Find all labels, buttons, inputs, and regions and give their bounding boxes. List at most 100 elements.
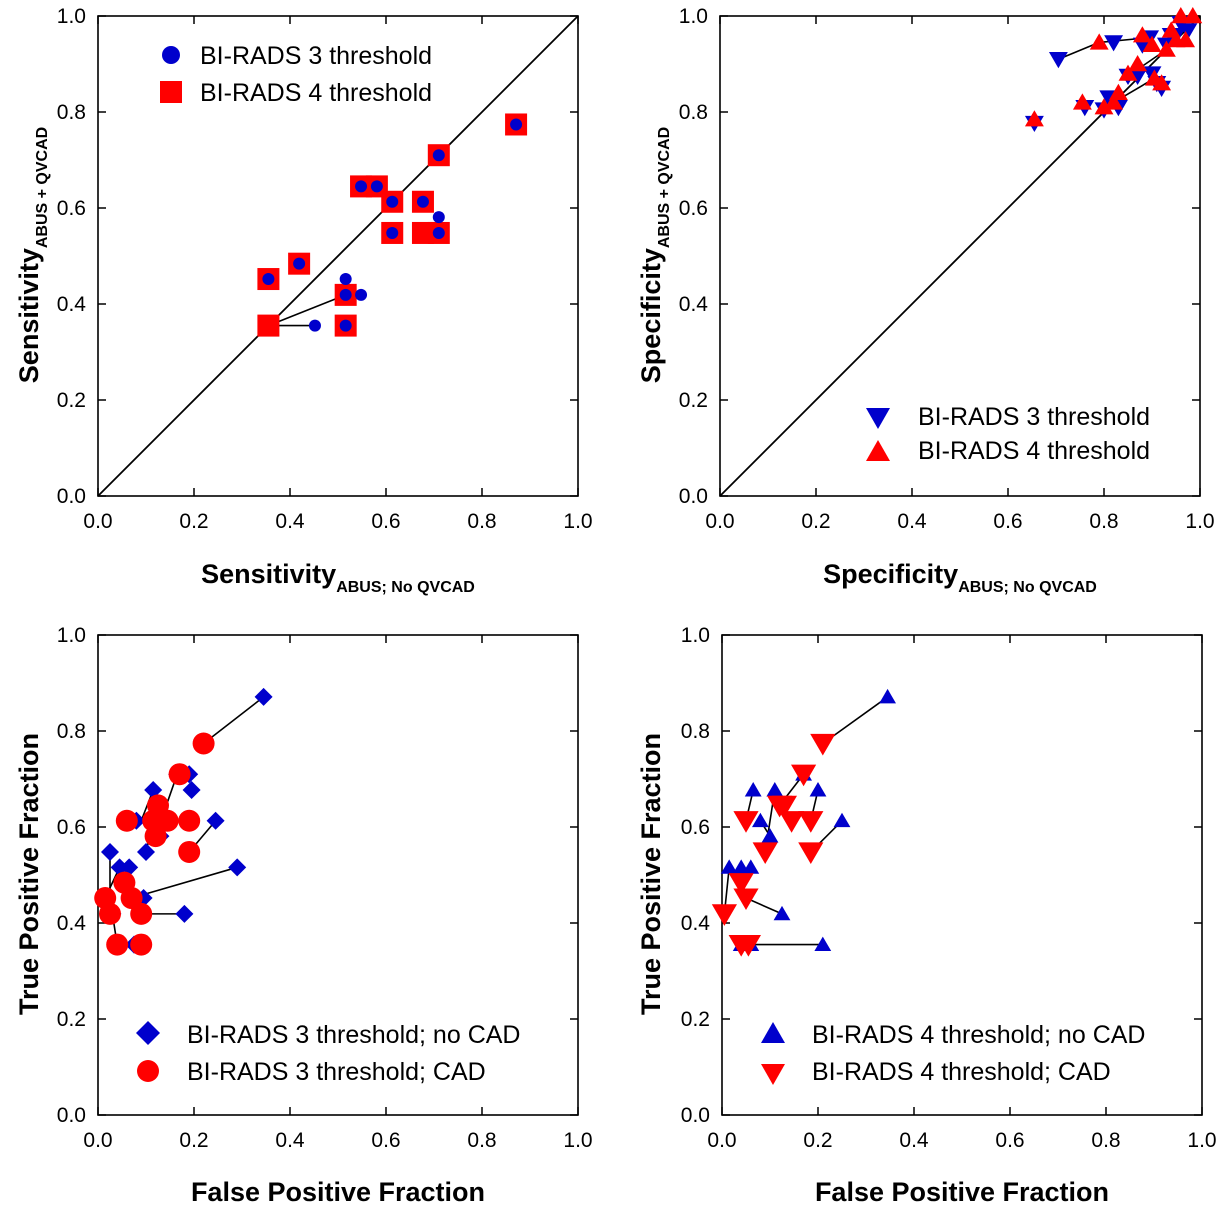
data-point-triangle-down: [735, 935, 761, 957]
x-tick-label: 0.0: [83, 1129, 112, 1152]
legend: BI-RADS 3 threshold; no CAD BI-RADS 3 th…: [136, 1021, 520, 1086]
legend-label-birads4: BI-RADS 4 threshold: [200, 79, 432, 107]
data-point-triangle-up: [732, 859, 750, 874]
data-point-triangle-down: [791, 764, 817, 787]
data-point-triangle-up: [1171, 7, 1191, 24]
data-point-triangle-down: [733, 888, 759, 911]
data-point-circle: [339, 288, 352, 301]
y-tick-label: 0.8: [679, 101, 708, 124]
x-tick-label: 0.6: [995, 1129, 1024, 1152]
identity-line: [97, 15, 579, 497]
data-point-triangle-down: [771, 795, 797, 818]
data-point-circle: [99, 902, 121, 925]
legend-label-no-cad: BI-RADS 4 threshold; no CAD: [812, 1021, 1145, 1049]
y-tick-label: 1.0: [57, 5, 86, 28]
x-tick-label: 0.4: [275, 1129, 305, 1152]
y-tick-label: 0.2: [679, 389, 708, 412]
x-tick-label: 1.0: [563, 1129, 592, 1152]
data-point-circle: [510, 118, 523, 131]
x-tick-label: 0.0: [705, 510, 734, 533]
y-tick-label: 0.6: [679, 197, 708, 220]
y-axis-title: True Positive Fraction: [636, 733, 666, 1015]
data-point-circle: [386, 226, 399, 239]
y-axis-title: True Positive Fraction: [14, 733, 44, 1015]
data-point-triangle-up: [766, 782, 784, 797]
panel-specificity: SpecificityABUS; No QVCAD SpecificityABU…: [636, 5, 1215, 596]
x-tick-label: 0.6: [371, 1129, 400, 1152]
x-tick-label: 0.0: [83, 510, 112, 533]
data-point-triangle-down: [798, 811, 824, 833]
x-axis-title: False Positive Fraction: [191, 1177, 485, 1207]
data-point-triangle-up: [1152, 74, 1172, 91]
legend-marker-circle: [137, 1060, 159, 1082]
y-tick-label: 1.0: [681, 624, 710, 647]
data-point-triangle-up: [1104, 93, 1124, 110]
y-tick-label: 0.4: [679, 293, 709, 316]
data-point-circle: [115, 809, 138, 832]
legend-marker-diamond: [136, 1021, 160, 1045]
data-point-diamond: [254, 687, 273, 706]
legend-marker-triangle-down: [866, 408, 890, 429]
data-point-triangle-down: [733, 811, 759, 833]
data-point-circle: [130, 902, 153, 925]
x-tick-label: 1.0: [1187, 1129, 1216, 1152]
data-point-diamond: [137, 842, 155, 861]
legend-marker-circle: [162, 46, 180, 64]
y-tick-label: 0.8: [681, 720, 710, 743]
data-point-circle: [168, 763, 191, 786]
data-point-circle: [355, 288, 368, 301]
plot-frame: [719, 15, 1201, 497]
data-point-triangle-up: [1024, 110, 1044, 127]
x-tick-label: 0.2: [801, 510, 830, 533]
legend-marker-triangle-down: [761, 1064, 785, 1085]
legend-marker-square: [160, 81, 182, 103]
data-point-triangle-down: [1178, 23, 1198, 40]
legend-label-no-cad: BI-RADS 3 threshold; no CAD: [187, 1021, 520, 1049]
x-tick-label: 0.2: [803, 1129, 832, 1152]
data-point-triangle-down: [728, 873, 754, 895]
y-tick-label: 0.0: [57, 1104, 86, 1127]
data-point-triangle-up: [1132, 26, 1152, 43]
data-point-circle: [339, 273, 352, 286]
data-point-circle: [192, 732, 215, 755]
legend-label-birads4: BI-RADS 4 threshold: [918, 437, 1150, 465]
data-point-triangle-down: [810, 733, 836, 756]
y-tick-label: 0.4: [57, 912, 87, 935]
y-tick-label: 0.4: [681, 912, 711, 935]
data-point-square: [257, 314, 280, 337]
data-point-triangle-up: [1128, 55, 1148, 72]
y-tick-label: 0.2: [681, 1008, 710, 1031]
data-point-triangle-up: [814, 936, 832, 951]
x-tick-label: 0.8: [1091, 1129, 1120, 1152]
data-point-circle: [386, 195, 399, 208]
data-point-triangle-up: [1183, 7, 1203, 24]
data-point-circle: [156, 809, 179, 832]
x-axis-title: SpecificityABUS; No QVCAD: [823, 559, 1097, 596]
data-point-circle: [178, 809, 201, 832]
y-tick-label: 0.6: [57, 197, 86, 220]
data-point-circle: [293, 257, 306, 270]
y-tick-label: 0.0: [681, 1104, 710, 1127]
connector-line: [268, 294, 346, 327]
data-point-circle: [432, 226, 445, 239]
data-point-circle: [355, 180, 368, 193]
data-point-circle: [432, 211, 445, 224]
data-point-triangle-down: [779, 811, 805, 833]
y-tick-label: 0.4: [57, 293, 87, 316]
plot-frame: [97, 634, 579, 1116]
x-tick-label: 0.6: [371, 510, 400, 533]
data-point-triangle-down: [1104, 35, 1124, 52]
data-point-triangle-up: [1108, 83, 1128, 100]
data-point-diamond: [175, 904, 194, 923]
x-tick-label: 0.2: [179, 1129, 208, 1152]
x-axis-title: SensitivityABUS; No QVCAD: [201, 559, 475, 596]
panel-roc-birads4: False Positive Fraction True Positive Fr…: [636, 624, 1217, 1207]
x-tick-label: 0.4: [899, 1129, 929, 1152]
y-tick-label: 0.2: [57, 1008, 86, 1031]
legend-marker-triangle-up: [866, 440, 890, 461]
data-point-circle: [178, 840, 201, 863]
y-tick-label: 0.8: [57, 101, 86, 124]
data-point-triangle-down: [1128, 68, 1148, 85]
y-tick-label: 0.6: [681, 816, 710, 839]
